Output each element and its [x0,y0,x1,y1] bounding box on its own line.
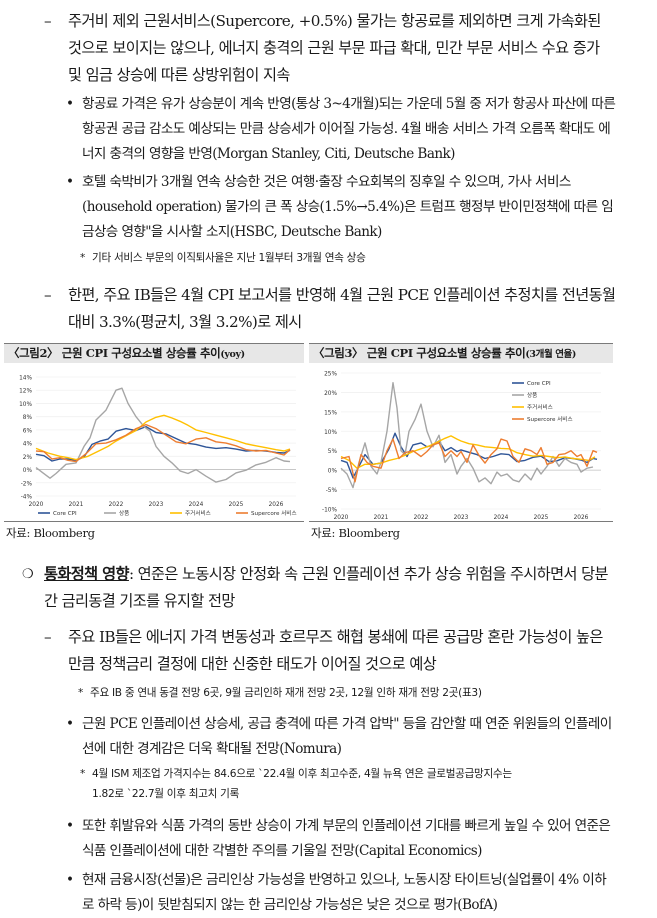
bullet-marker: • [66,716,74,732]
x-tick-label: 2021 [374,515,389,520]
y-tick-label: 20% [324,391,337,397]
chart-figure-3: 〈그림3〉 근원 CPI 구성요소별 상승률 추이(3개월 연율) 25% 20%… [309,343,613,522]
note-marker: * [80,768,85,780]
dash-paragraph: 주거비 제외 근원서비스(Supercore, +0.5%) 물가는 항공료를 … [68,12,601,84]
note-text: 주요 IB 중 연내 동결 전망 6곳, 9월 금리인하 재개 전망 2곳, 1… [90,687,482,699]
y-tick-label: 5% [328,449,338,455]
y-tick-label: -10% [322,508,337,514]
y-tick-label: 25% [324,372,337,378]
series-line [340,435,596,469]
note-text: 4월 ISM 제조업 가격지수는 84.6으로 `22.4월 이후 최고수준, … [92,768,512,780]
dash-marker: – [44,628,52,646]
series-line [340,438,598,483]
legend-label: Supercore 서비스 [527,415,573,423]
x-tick-label: 2023 [149,502,164,508]
y-tick-label: -5% [326,488,338,494]
bullet-paragraph: 또한 휘발유와 식품 가격의 동반 상승이 가계 부문의 인플레이션 기대를 빠… [82,818,611,859]
x-tick-label: 2024 [189,502,204,508]
series-line [35,423,291,463]
chart-title: 〈그림3〉 근원 CPI 구성요소별 상승률 추이(3개월 연율) [309,344,613,363]
chart-source: 자료: Bloomberg [311,526,400,540]
x-tick-label: 2025 [229,502,244,508]
bullet-marker: • [66,818,74,834]
x-tick-label: 2023 [454,515,469,520]
x-tick-label: 2020 [29,502,44,508]
note-text: 기타 서비스 부문의 이직퇴사율은 지난 1월부터 3개월 연속 상승 [92,252,366,264]
y-tick-label: -2% [21,481,33,487]
x-tick-label: 2022 [109,502,124,508]
legend-label: 상품 [527,391,537,399]
series-line [35,414,291,461]
bullet-marker: • [66,872,74,888]
legend-label: Core CPI [527,381,551,387]
y-tick-label: 10% [324,430,337,436]
line-chart-3: 25% 20% 15% 10% 5% 0% -5% -10%2020 2021 2022 2023 2… [322,372,601,521]
x-tick-label: 2020 [334,515,349,520]
note-marker: * [78,687,83,699]
legend-label: 상품 [119,509,129,517]
dash-paragraph: 주요 IB들은 에너지 가격 변동성과 호르무즈 해협 봉쇄에 따른 공급망 혼… [68,628,603,673]
bullet-paragraph: 근원 PCE 인플레이션 상승세, 공급 충격에 따른 가격 압박" 등을 감안… [82,716,612,757]
y-tick-label: 4% [23,442,33,448]
bullet-paragraph: 호텔 숙박비가 3개월 연속 상승한 것은 여행·출장 수요회복의 징후일 수 … [82,174,614,240]
note-marker: * [80,252,85,264]
x-tick-label: 2022 [414,515,429,520]
dash-marker: – [44,12,52,30]
chart-source: 자료: Bloomberg [6,526,95,540]
y-tick-label: 12% [19,389,32,395]
section-lead: : 연준은 노동시장 안정화 속 근원 인플레이션 추가 상승 위험을 주시하면… [44,565,608,610]
y-tick-label: 15% [324,410,337,416]
x-tick-label: 2026 [574,515,589,520]
legend-label: Core CPI [53,511,77,517]
chart-title: 〈그림2〉 근원 CPI 구성요소별 상승률 추이(yoy) [4,344,304,363]
y-tick-label: 0% [23,468,33,474]
section-marker: ❍ [22,567,34,582]
series-line [340,382,594,489]
section-title: 통화정책 영향 [44,565,130,583]
section-paragraph: 통화정책 영향: 연준은 노동시장 안정화 속 근원 인플레이션 추가 상승 위… [44,561,616,615]
y-tick-label: -4% [21,495,33,501]
dash-paragraph: 한편, 주요 IB들은 4월 CPI 보고서를 반영해 4월 근원 PCE 인플… [68,286,616,331]
y-tick-label: 8% [23,415,33,421]
y-tick-label: 0% [328,469,338,475]
bullet-paragraph: 현재 금융시장(선물)은 금리인상 가능성을 반영하고 있으나, 노동시장 타이… [82,872,607,913]
x-tick-label: 2026 [269,502,284,508]
chart-figure-2: 〈그림2〉 근원 CPI 구성요소별 상승률 추이(yoy) 14% 12% 10%… [4,343,304,522]
y-tick-label: 10% [19,402,32,408]
y-tick-label: 2% [23,455,33,461]
x-tick-label: 2021 [69,502,84,508]
bullet-marker: • [66,174,74,190]
series-line [35,387,291,483]
y-tick-label: 14% [19,376,32,382]
dash-marker: – [44,286,52,304]
legend-label: Supercore 서비스 [251,509,297,517]
bullet-marker: • [66,96,74,112]
legend-label: 주거서비스 [527,403,553,411]
legend-label: 주거서비스 [185,509,211,517]
x-tick-label: 2024 [494,515,509,520]
bullet-paragraph: 항공료 가격은 유가 상승분이 계속 반영(통상 3~4개월)되는 가운데 5월… [82,96,616,162]
note-text: 1.82로 `22.7월 이후 최고치 기록 [92,788,240,800]
x-tick-label: 2025 [534,515,549,520]
line-chart-2: 14% 12% 10% 8% 6% 4% 2% 0% -2% -4%2020 2021 2022 202… [19,376,297,518]
y-tick-label: 6% [23,428,33,434]
